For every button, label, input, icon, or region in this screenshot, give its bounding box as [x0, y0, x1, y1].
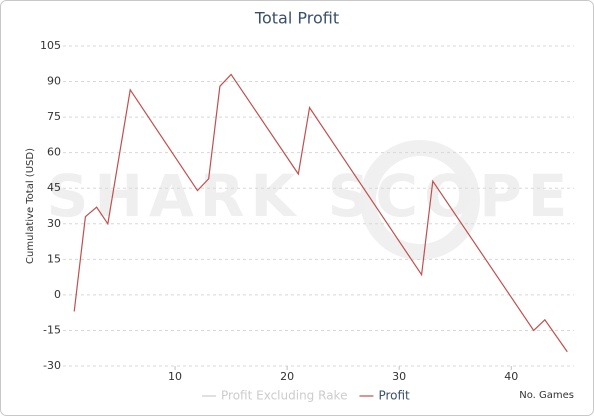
y-tick-label: -30 — [43, 359, 61, 372]
watermark: SHARK SCOPE — [47, 162, 574, 230]
y-tick-label: 45 — [47, 181, 61, 194]
y-tick-label: 75 — [47, 110, 61, 123]
legend-item[interactable]: Profit — [378, 389, 410, 403]
watermark-group: SHARK SCOPE — [47, 140, 574, 260]
profit-line — [73, 73, 568, 353]
x-tick-label: 40 — [504, 370, 518, 383]
x-tick-label: 30 — [392, 370, 406, 383]
y-tick-label: 15 — [47, 252, 61, 265]
x-tick-label: 10 — [168, 370, 182, 383]
y-tick-label: 0 — [54, 288, 61, 301]
y-axis-label: Cumulative Total (USD) — [25, 148, 36, 264]
x-tick-label: 20 — [280, 370, 294, 383]
y-tick-label: 60 — [47, 146, 61, 159]
y-tick-label: 90 — [47, 75, 61, 88]
x-axis-label: No. Games — [519, 390, 574, 401]
chart-title: Total Profit — [254, 9, 339, 28]
y-tick-label: 30 — [47, 217, 61, 230]
watermark-scope — [360, 140, 480, 260]
y-tick-label: 105 — [40, 39, 61, 52]
y-tick-label: -15 — [43, 323, 61, 336]
legend-item[interactable]: Profit Excluding Rake — [221, 389, 347, 403]
